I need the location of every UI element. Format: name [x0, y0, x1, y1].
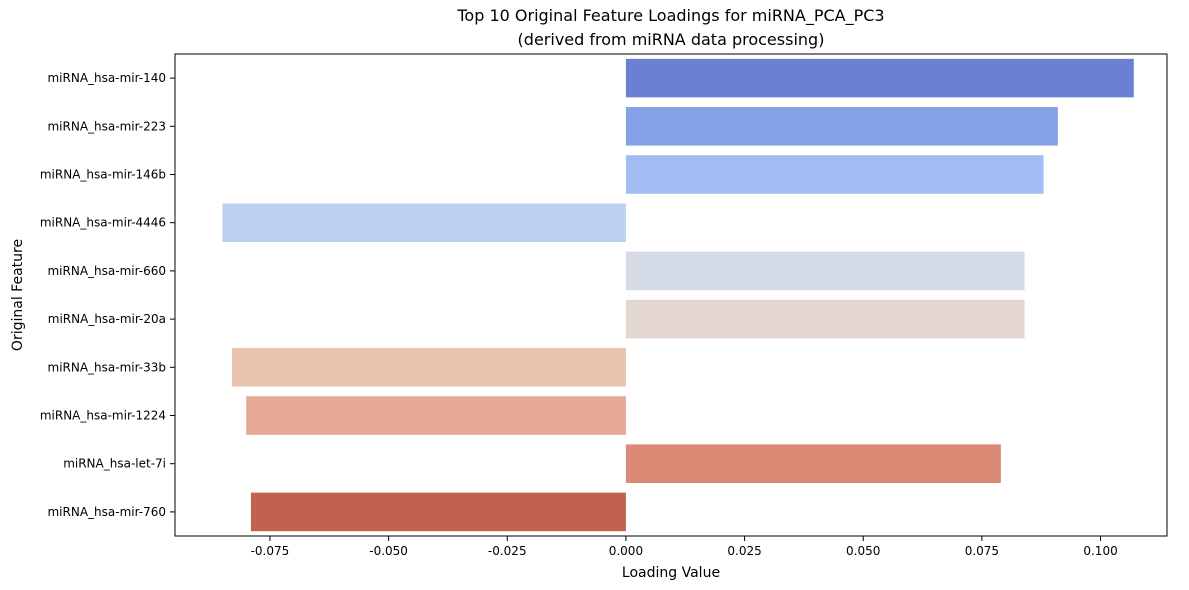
bar-group	[222, 58, 1134, 532]
y-tick-label: miRNA_hsa-mir-760	[47, 505, 166, 519]
x-tick-label: 0.050	[846, 544, 880, 558]
x-tick-label: -0.025	[488, 544, 527, 558]
x-tick-label: -0.050	[369, 544, 408, 558]
x-tick-label: 0.100	[1083, 544, 1117, 558]
bar-miRNA_hsa-mir-223	[625, 107, 1058, 146]
bar-miRNA_hsa-mir-4446	[222, 203, 626, 242]
bar-miRNA_hsa-mir-20a	[625, 299, 1025, 339]
chart-subtitle: (derived from miRNA data processing)	[518, 30, 825, 49]
y-tick-label: miRNA_hsa-mir-4446	[40, 216, 166, 230]
y-axis-label: Original Feature	[10, 239, 26, 351]
x-tick-label: -0.075	[251, 544, 290, 558]
bar-miRNA_hsa-mir-760	[250, 492, 626, 532]
bar-miRNA_hsa-mir-146b	[625, 155, 1044, 194]
x-tick-label: 0.000	[609, 544, 643, 558]
y-tick-label: miRNA_hsa-mir-660	[47, 264, 166, 278]
bar-miRNA_hsa-mir-660	[625, 251, 1025, 291]
x-axis-label: Loading Value	[622, 565, 720, 581]
chart-title: Top 10 Original Feature Loadings for miR…	[456, 6, 884, 26]
y-tick-label: miRNA_hsa-mir-20a	[48, 312, 166, 326]
bar-miRNA_hsa-let-7i	[625, 444, 1001, 483]
y-axis-ticks: miRNA_hsa-mir-140 miRNA_hsa-mir-223 miRNA_…	[40, 71, 175, 519]
y-tick-label: miRNA_hsa-mir-33b	[48, 360, 167, 374]
x-tick-label: 0.025	[727, 544, 761, 558]
y-tick-label: miRNA_hsa-mir-146b	[40, 168, 166, 182]
y-tick-label: miRNA_hsa-mir-1224	[40, 409, 166, 423]
y-tick-label: miRNA_hsa-mir-140	[47, 71, 166, 85]
x-axis-ticks: -0.075 -0.050 -0.025 0.000 0.025 0.050 0.075 0.…	[251, 536, 1118, 558]
bar-miRNA_hsa-mir-140	[625, 58, 1134, 98]
y-tick-label: miRNA_hsa-mir-223	[47, 119, 166, 133]
plot-frame	[174, 53, 1168, 537]
x-tick-label: 0.075	[965, 544, 999, 558]
bar-miRNA_hsa-mir-33b	[231, 348, 626, 387]
y-tick-label: miRNA_hsa-let-7i	[63, 457, 166, 471]
bar-miRNA_hsa-mir-1224	[246, 396, 626, 435]
